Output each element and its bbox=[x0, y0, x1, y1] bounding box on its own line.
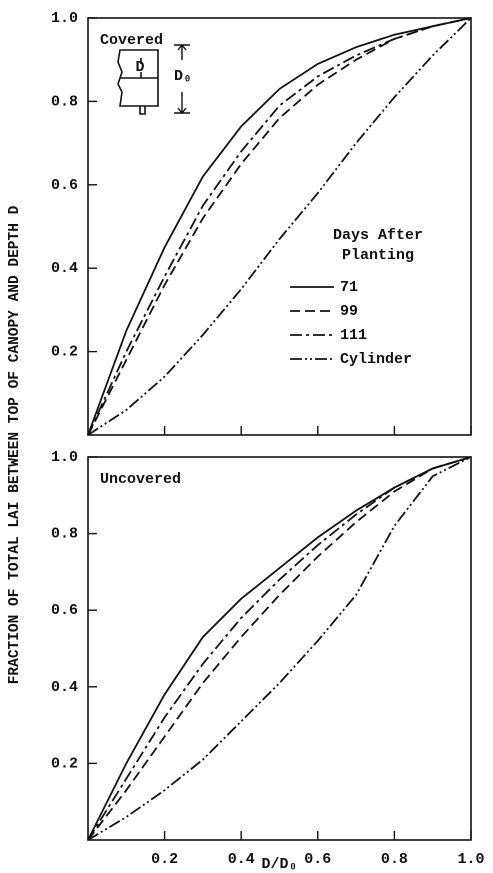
x-tick-label: 1.0 bbox=[457, 851, 484, 868]
panel-label: Uncovered bbox=[100, 471, 181, 488]
legend-label: 99 bbox=[340, 303, 358, 320]
y-axis-label: FRACTION OF TOTAL LAI BETWEEN TOP OF CAN… bbox=[7, 205, 23, 684]
inset-sketch bbox=[117, 49, 159, 115]
y-tick-label: 0.2 bbox=[51, 344, 78, 361]
inset-dimension bbox=[174, 43, 190, 115]
legend-label: 71 bbox=[340, 279, 358, 296]
line-series bbox=[87, 456, 472, 841]
x-tick-label: 0.8 bbox=[381, 851, 408, 868]
line-series bbox=[87, 456, 472, 841]
y-tick-label: 0.8 bbox=[51, 526, 78, 543]
y-tick-label: 0.8 bbox=[51, 93, 78, 110]
y-tick-label: 0.6 bbox=[51, 602, 78, 619]
line-series bbox=[87, 17, 472, 436]
line-series bbox=[87, 456, 472, 841]
line-series bbox=[87, 17, 472, 436]
y-tick-label: 0.4 bbox=[51, 260, 78, 277]
inset-label: D₀ bbox=[174, 68, 192, 85]
y-tick-label: 1.0 bbox=[51, 10, 78, 27]
x-tick-label: 0.6 bbox=[304, 851, 331, 868]
x-axis-label: D/D₀ bbox=[261, 856, 297, 873]
y-tick-label: 1.0 bbox=[51, 449, 78, 466]
y-tick-label: 0.2 bbox=[51, 755, 78, 772]
y-tick-label: 0.6 bbox=[51, 177, 78, 194]
panel-label: Covered bbox=[100, 32, 163, 49]
line-series bbox=[87, 17, 472, 436]
legend-label: 111 bbox=[340, 327, 367, 344]
y-tick-label: 0.4 bbox=[51, 679, 78, 696]
line-series bbox=[87, 456, 472, 841]
inset-label: D bbox=[135, 59, 144, 76]
legend-label: Cylinder bbox=[340, 351, 412, 368]
legend-title: Days After Planting bbox=[333, 227, 423, 264]
x-tick-label: 0.2 bbox=[151, 851, 178, 868]
x-tick-label: 0.4 bbox=[228, 851, 255, 868]
plot-frame bbox=[87, 17, 472, 436]
plot-frame bbox=[87, 456, 472, 841]
